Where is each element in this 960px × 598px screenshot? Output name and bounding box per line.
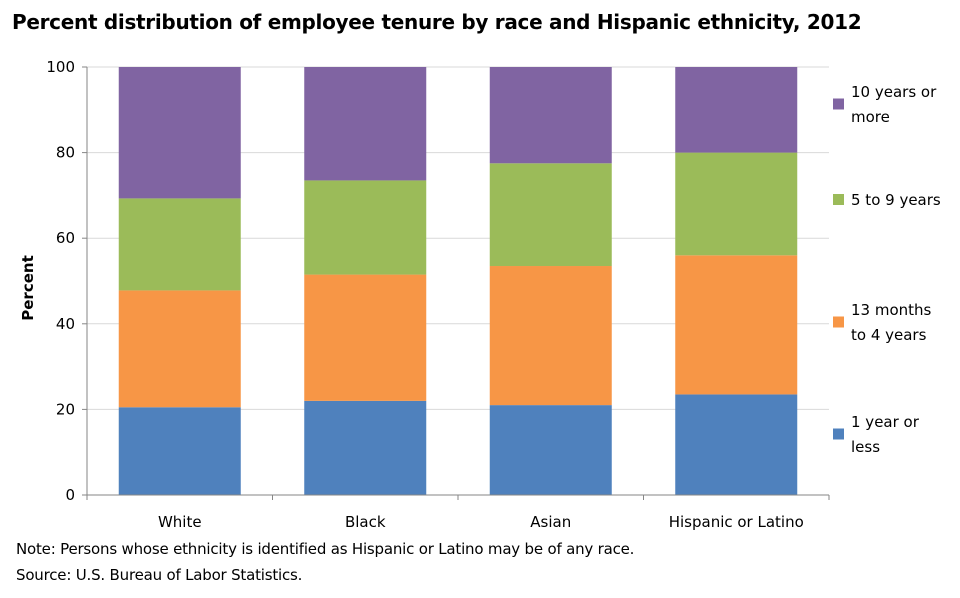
legend: 10 years or more 5 to 9 years 13 months to 4… bbox=[833, 83, 941, 456]
y-tick-label: 0 bbox=[65, 486, 75, 504]
legend-swatch bbox=[833, 316, 844, 328]
y-tick-label: 20 bbox=[56, 400, 75, 418]
bar-segment bbox=[675, 152, 798, 256]
y-axis-ticks: 0 20 40 60 80 100 bbox=[46, 58, 87, 504]
bar-segment bbox=[489, 266, 612, 406]
bars bbox=[118, 67, 798, 495]
bar-segment bbox=[304, 274, 427, 401]
legend-label: to 4 years bbox=[851, 326, 927, 344]
y-tick-label: 40 bbox=[56, 315, 75, 333]
x-tick-label: Hispanic or Latino bbox=[669, 513, 804, 531]
bar-segment bbox=[118, 290, 241, 408]
legend-swatch bbox=[833, 98, 844, 110]
axes bbox=[86, 67, 830, 500]
legend-label: 1 year or bbox=[851, 413, 920, 431]
y-tick-label: 60 bbox=[56, 229, 75, 247]
chart-note: Note: Persons whose ethnicity is identif… bbox=[16, 540, 635, 558]
legend-swatch bbox=[833, 194, 844, 205]
x-tick-label: Black bbox=[345, 513, 386, 531]
bar-segment bbox=[304, 400, 427, 495]
bar-segment bbox=[118, 198, 241, 291]
chart-title: Percent distribution of employee tenure … bbox=[12, 10, 862, 34]
bar-segment bbox=[489, 67, 612, 164]
x-tick-label: White bbox=[158, 513, 202, 531]
bar-segment bbox=[118, 67, 241, 199]
legend-label: 13 months bbox=[851, 301, 932, 319]
bar-segment bbox=[675, 394, 798, 495]
y-tick-label: 80 bbox=[56, 144, 75, 162]
bar-segment bbox=[675, 67, 798, 153]
y-axis-label: Percent bbox=[19, 255, 37, 320]
y-tick-label: 100 bbox=[46, 58, 75, 76]
bar-segment bbox=[118, 407, 241, 495]
bar-segment bbox=[675, 255, 798, 395]
legend-label: less bbox=[851, 438, 880, 456]
bar-segment bbox=[489, 405, 612, 495]
bar-segment bbox=[304, 67, 427, 181]
bar-segment bbox=[304, 180, 427, 275]
x-tick-label: Asian bbox=[530, 513, 571, 531]
legend-label: 5 to 9 years bbox=[851, 191, 941, 209]
bar-segment bbox=[489, 163, 612, 267]
chart-source: Source: U.S. Bureau of Labor Statistics. bbox=[16, 566, 303, 584]
legend-label: 10 years or bbox=[851, 83, 937, 101]
legend-swatch bbox=[833, 428, 844, 440]
legend-label: more bbox=[851, 108, 890, 126]
x-axis-labels: White Black Asian Hispanic or Latino bbox=[158, 513, 804, 531]
